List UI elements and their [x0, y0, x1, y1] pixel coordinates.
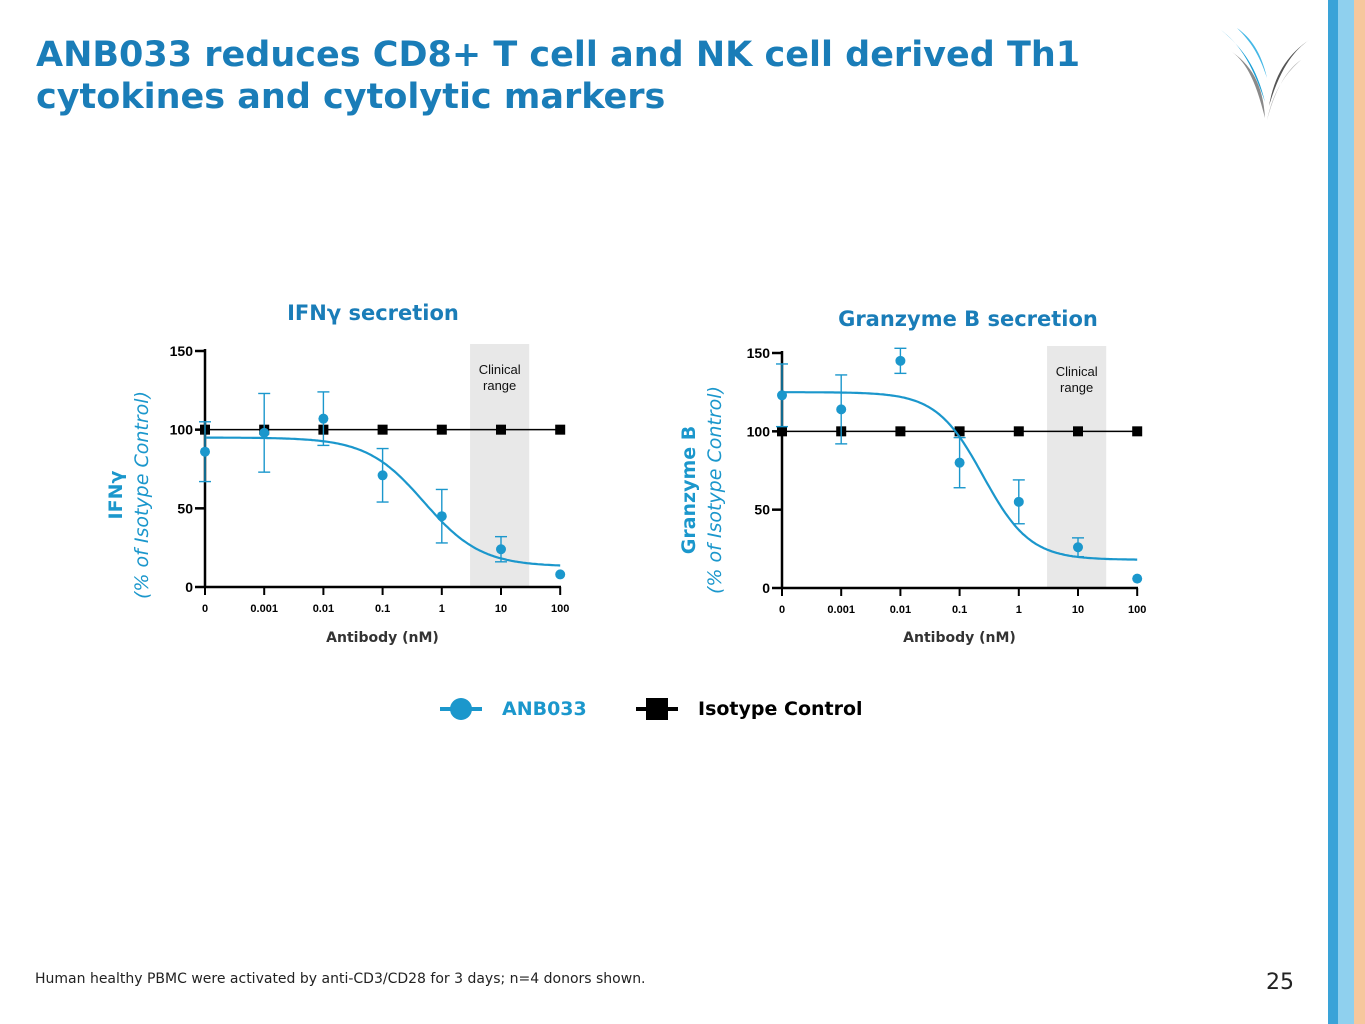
- stripe-peach: [1354, 0, 1365, 1024]
- isotype-point: [1073, 426, 1083, 437]
- x-tick-label: 10: [1072, 604, 1084, 616]
- x-tick-label: 0.1: [952, 604, 967, 616]
- x-tick-label: 1: [1016, 604, 1022, 616]
- isotype-point: [895, 426, 906, 437]
- y-tick-label: 100: [747, 423, 771, 439]
- x-tick-label: 0.001: [827, 604, 855, 616]
- y-axis-label-main: Granzyme B: [678, 426, 700, 555]
- isotype-point: [555, 424, 566, 435]
- legend-label-isotype: Isotype Control: [698, 698, 863, 720]
- clinical-range-label-line2: range: [1060, 380, 1093, 395]
- y-axis-label-main: IFNγ: [105, 471, 127, 520]
- y-tick-label: 100: [170, 422, 194, 438]
- legend-label-anb033: ANB033: [502, 698, 587, 720]
- anb033-point: [777, 390, 787, 401]
- x-tick-label: 0: [202, 603, 208, 615]
- x-tick-label: 100: [551, 603, 569, 615]
- page-title: ANB033 reduces CD8+ T cell and NK cell d…: [36, 34, 1186, 118]
- square-marker-icon: [636, 698, 678, 720]
- y-tick-label: 50: [754, 502, 770, 518]
- x-axis-label: Antibody (nM): [326, 630, 439, 646]
- anb033-point: [555, 569, 566, 580]
- anb033-point: [200, 446, 210, 457]
- x-tick-label: 10: [495, 603, 507, 615]
- anb033-point: [436, 511, 447, 522]
- x-tick-label: 0.01: [313, 603, 334, 615]
- anb033-point: [1073, 542, 1083, 553]
- x-tick-label: 0.01: [890, 604, 911, 616]
- anb033-point: [836, 404, 847, 415]
- y-tick-label: 150: [170, 343, 194, 359]
- anb033-point: [318, 413, 329, 424]
- circle-marker-icon: [440, 698, 482, 720]
- isotype-point: [777, 426, 787, 437]
- isotype-point: [1013, 426, 1024, 437]
- x-tick-label: 0.1: [375, 603, 390, 615]
- x-tick-label: 0: [779, 604, 785, 616]
- y-tick-label: 0: [185, 579, 193, 595]
- stripe-blue: [1328, 0, 1338, 1024]
- y-tick-label: 150: [747, 345, 771, 361]
- anb033-point: [259, 427, 270, 438]
- x-tick-label: 0.001: [250, 603, 278, 615]
- chart-title: Granzyme B secretion: [838, 307, 1098, 331]
- anb033-point: [954, 457, 965, 468]
- isotype-point: [1132, 426, 1143, 437]
- anb033-point: [496, 544, 506, 555]
- anb033-point: [1013, 496, 1024, 507]
- footnote: Human healthy PBMC were activated by ant…: [35, 971, 646, 987]
- isotype-point: [496, 424, 506, 435]
- stripe-light-blue: [1338, 0, 1354, 1024]
- x-axis-label: Antibody (nM): [903, 630, 1016, 646]
- clinical-range-label-line1: Clinical: [479, 362, 521, 377]
- company-logo-icon: [1221, 28, 1309, 120]
- anb033-point: [1132, 573, 1143, 584]
- page-number: 25: [1266, 970, 1294, 995]
- y-tick-label: 0: [762, 580, 770, 596]
- y-axis-label-sub: (% of Isotype Control): [704, 386, 726, 594]
- isotype-point: [436, 424, 447, 435]
- isotype-point: [377, 424, 388, 435]
- x-tick-label: 1: [439, 603, 445, 615]
- legend-item-isotype: Isotype Control: [634, 693, 863, 725]
- title-line-2: cytokines and cytolytic markers: [36, 77, 666, 117]
- legend-item-anb033: ANB033: [438, 693, 587, 725]
- clinical-range-label-line1: Clinical: [1056, 364, 1098, 379]
- y-tick-label: 50: [177, 500, 193, 516]
- anb033-point: [377, 470, 388, 481]
- side-stripes: [1328, 0, 1365, 1024]
- y-axis-label-sub: (% of Isotype Control): [131, 391, 153, 599]
- anb033-point: [895, 355, 906, 366]
- title-line-1: ANB033 reduces CD8+ T cell and NK cell d…: [36, 35, 1081, 75]
- clinical-range-label-line2: range: [483, 378, 516, 393]
- chart-title: IFNγ secretion: [287, 301, 459, 325]
- isotype-point: [954, 426, 965, 437]
- x-tick-label: 100: [1128, 604, 1146, 616]
